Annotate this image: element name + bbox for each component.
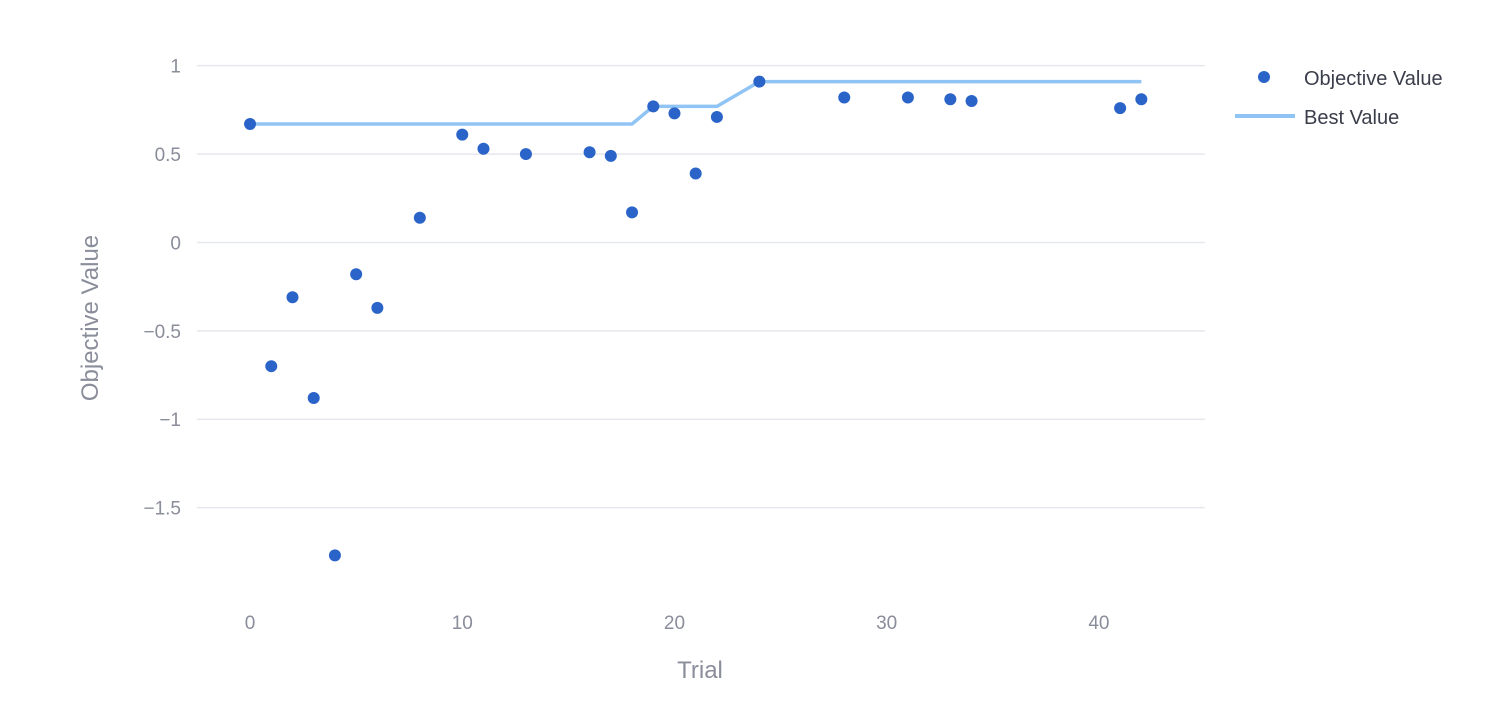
objective-value-point[interactable]: [901, 91, 914, 104]
legend-item-objective-value[interactable]: Objective Value: [1258, 68, 1443, 90]
y-tick-label: −1: [159, 410, 181, 431]
x-tick-label: 10: [452, 613, 473, 634]
legend-marker-icon: [1258, 71, 1270, 83]
objective-points-layer: [244, 75, 1148, 562]
legend-item-best-value[interactable]: Best Value: [1235, 107, 1399, 129]
objective-value-point[interactable]: [647, 100, 660, 113]
objective-value-point[interactable]: [350, 268, 363, 281]
legend[interactable]: Objective Value Best Value: [1235, 68, 1443, 129]
best-value-line-layer: [250, 79, 1142, 126]
y-tick-label: 1: [170, 57, 181, 78]
objective-value-point[interactable]: [604, 149, 617, 162]
best-value-line: [250, 79, 1142, 126]
objective-value-point[interactable]: [1114, 102, 1127, 115]
x-tick-label: 40: [1088, 613, 1109, 634]
y-tick-label: −1.5: [143, 499, 181, 520]
x-tick-labels: 0 10 20 30 40: [245, 613, 1110, 634]
objective-value-point[interactable]: [753, 75, 766, 88]
x-axis-title: Trial: [677, 657, 723, 684]
legend-label-objective-value: Objective Value: [1304, 68, 1443, 90]
objective-value-point[interactable]: [838, 91, 851, 104]
objective-value-point[interactable]: [1135, 93, 1148, 106]
objective-value-point[interactable]: [583, 146, 596, 159]
objective-value-point[interactable]: [944, 93, 957, 106]
objective-value-point[interactable]: [626, 206, 639, 219]
objective-value-point[interactable]: [710, 110, 723, 123]
objective-value-point[interactable]: [689, 167, 702, 180]
objective-value-point[interactable]: [519, 148, 532, 161]
objective-value-point[interactable]: [328, 549, 341, 562]
objective-value-point[interactable]: [371, 301, 384, 314]
objective-value-point[interactable]: [965, 95, 978, 108]
y-tick-label: 0.5: [155, 145, 181, 166]
objective-value-point[interactable]: [307, 392, 320, 405]
objective-value-point[interactable]: [244, 118, 257, 131]
y-tick-labels: 1 0.5 0 −0.5 −1 −1.5: [143, 57, 181, 520]
y-tick-label: 0: [170, 233, 181, 254]
objective-value-point[interactable]: [456, 128, 469, 141]
grid-layer: [197, 64, 1205, 509]
y-axis-title: Objective Value: [77, 235, 104, 401]
legend-label-best-value: Best Value: [1304, 107, 1399, 129]
objective-value-point[interactable]: [477, 142, 490, 155]
objective-value-point[interactable]: [286, 291, 299, 304]
x-tick-label: 0: [245, 613, 256, 634]
x-tick-label: 30: [876, 613, 897, 634]
y-tick-label: −0.5: [143, 322, 181, 343]
objective-value-point[interactable]: [668, 107, 681, 120]
objective-value-point[interactable]: [413, 211, 426, 224]
x-tick-label: 20: [664, 613, 685, 634]
objective-value-point[interactable]: [265, 360, 278, 373]
